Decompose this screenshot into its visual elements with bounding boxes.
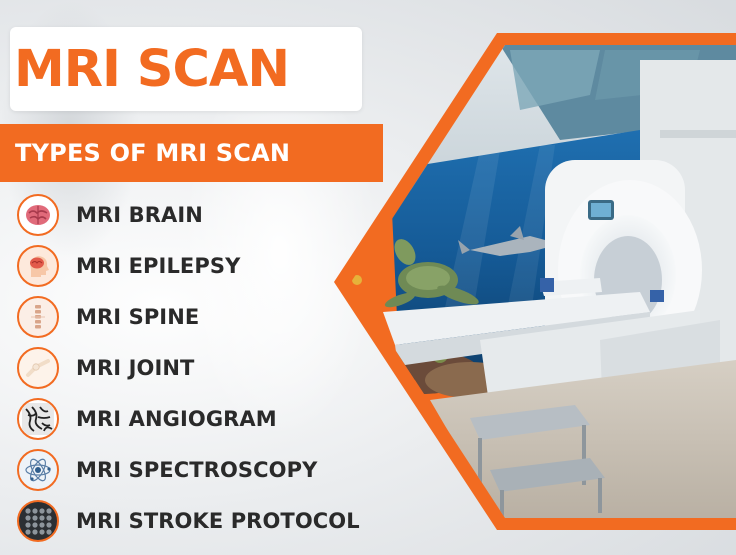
head-brain-icon xyxy=(17,245,59,287)
brain-icon xyxy=(17,194,59,236)
background-blur-highlight xyxy=(180,60,380,440)
list-item-label: MRI SPINE xyxy=(76,305,200,329)
title-card xyxy=(10,27,362,111)
list-item: MRI SPINE xyxy=(17,295,199,339)
blood-vessels-icon xyxy=(17,398,59,440)
joint-icon xyxy=(17,347,59,389)
list-item-label: MRI SPECTROSCOPY xyxy=(76,458,318,482)
list-item: MRI ANGIOGRAM xyxy=(17,397,277,441)
list-item: MRI JOINT xyxy=(17,346,194,390)
subtitle-banner xyxy=(0,124,383,182)
subtitle: TYPES OF MRI SCAN xyxy=(15,139,291,167)
list-item-label: MRI EPILEPSY xyxy=(76,254,241,278)
list-item-label: MRI JOINT xyxy=(76,356,195,380)
atom-icon xyxy=(17,449,59,491)
list-item: MRI EPILEPSY xyxy=(17,244,240,288)
list-item: MRI BRAIN xyxy=(17,193,203,237)
brain-scan-grid-icon xyxy=(17,500,59,542)
page-title: MRI SCAN xyxy=(14,39,290,99)
list-item-label: MRI BRAIN xyxy=(76,203,203,227)
list-item-label: MRI STROKE PROTOCOL xyxy=(76,509,360,533)
spine-icon xyxy=(17,296,59,338)
list-item: MRI SPECTROSCOPY xyxy=(17,448,317,492)
list-item-label: MRI ANGIOGRAM xyxy=(76,407,277,431)
list-item: MRI STROKE PROTOCOL xyxy=(17,499,360,543)
